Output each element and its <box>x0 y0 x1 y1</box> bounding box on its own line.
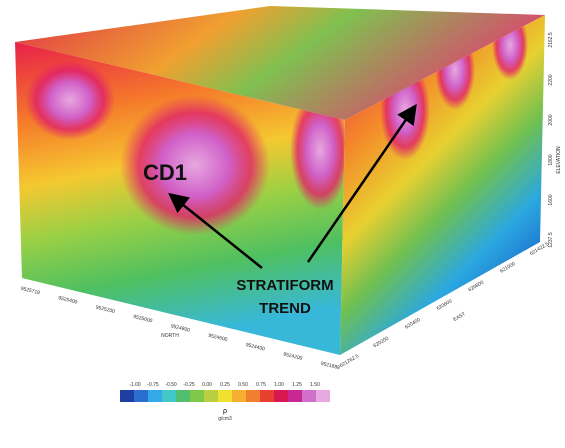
east-tick: 621262.5 <box>339 353 360 369</box>
arrow <box>168 192 263 269</box>
colorbar-tick: -0.25 <box>183 382 195 388</box>
elevation-tick: 1237.5 <box>548 232 554 248</box>
east-tick: 620200 <box>372 336 390 350</box>
elevation-tick: 1600 <box>548 194 554 205</box>
colorbar-swatch <box>288 390 302 402</box>
colorbar-swatch <box>302 390 316 402</box>
east-tick: 620600 <box>436 298 454 312</box>
colorbar-unit: g/cm3 <box>218 416 232 422</box>
colorbar-swatch <box>190 390 204 402</box>
colorbar-swatch <box>176 390 190 402</box>
north-tick: 9524800 <box>170 323 191 333</box>
north-tick: 9525400 <box>58 295 79 305</box>
north-tick: 9521888 <box>320 361 341 371</box>
elevation-tick: 2162.5 <box>548 32 554 48</box>
colorbar: -1.00 -0.75 -0.50 -0.25 0.00 0.25 0.50 0.75 1.00… <box>120 382 330 422</box>
colorbar-tick: 0.25 <box>220 382 230 388</box>
north-tick: 9525200 <box>95 305 116 315</box>
colorbar-tick: 0.00 <box>202 382 212 388</box>
elevation-tick: 2000 <box>548 114 554 125</box>
top-face <box>15 6 545 120</box>
colorbar-tick: 0.75 <box>256 382 266 388</box>
colorbar-swatch <box>218 390 232 402</box>
east-title: EAST <box>452 311 466 323</box>
colorbar-swatch <box>120 390 134 402</box>
colorbar-tick: 1.50 <box>310 382 320 388</box>
elevation-tick: 2200 <box>548 74 554 85</box>
trend-label: STRATIFORM <box>236 277 333 294</box>
colorbar-tick: 0.50 <box>238 382 248 388</box>
north-tick: 9524200 <box>283 352 304 362</box>
colorbar-tick: -0.75 <box>147 382 159 388</box>
colorbar-swatch <box>204 390 218 402</box>
colorbar-swatch <box>316 390 330 402</box>
front-anomalies <box>25 60 345 235</box>
colorbar-swatch <box>148 390 162 402</box>
east-tick: 620800 <box>467 280 485 294</box>
colorbar-symbol: ρ <box>223 408 227 415</box>
colorbar-swatch <box>232 390 246 402</box>
colorbar-tick: -1.00 <box>129 382 141 388</box>
colorbar-swatch <box>260 390 274 402</box>
colorbar-swatch <box>246 390 260 402</box>
trend-label: TREND <box>259 300 311 317</box>
elevation-tick: 1800 <box>548 154 554 165</box>
colorbar-swatch <box>134 390 148 402</box>
colorbar-swatch <box>274 390 288 402</box>
colorbar-swatch <box>162 390 176 402</box>
arrow <box>306 103 417 263</box>
east-tick: 620400 <box>404 317 422 331</box>
north-tick: 9525718 <box>20 286 41 296</box>
north-tick: 9524600 <box>208 333 229 343</box>
north-title: NORTH <box>161 333 179 339</box>
colorbar-tick: -0.50 <box>165 382 177 388</box>
north-tick: 9525000 <box>133 314 154 324</box>
deposit-label: CD1 <box>143 160 187 185</box>
colorbar-tick: 1.25 <box>292 382 302 388</box>
elevation-title: ELEVATION <box>556 146 562 174</box>
north-tick: 9524400 <box>245 342 266 352</box>
colorbar-tick: 1.00 <box>274 382 284 388</box>
